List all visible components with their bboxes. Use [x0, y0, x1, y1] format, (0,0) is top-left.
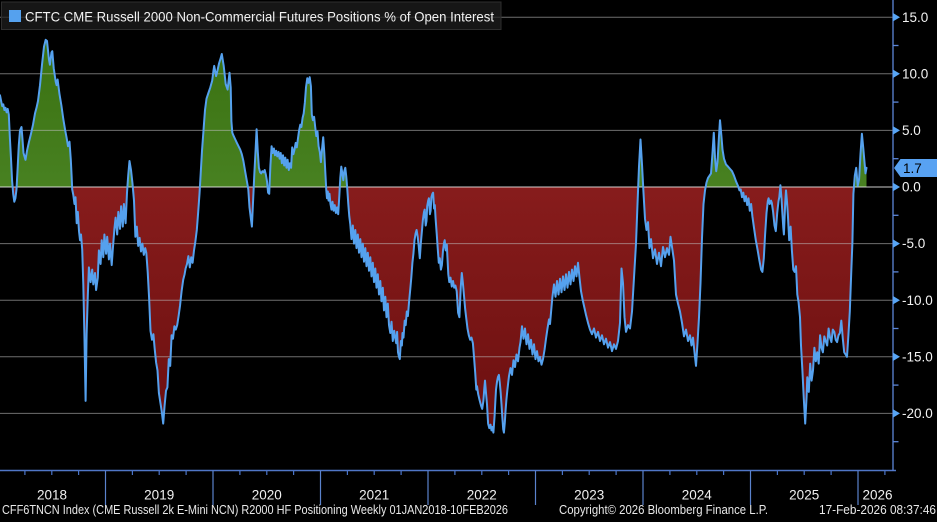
svg-text:CFTC CME Russell 2000 Non-Comm: CFTC CME Russell 2000 Non-Commercial Fut…: [25, 9, 494, 25]
svg-text:Copyright© 2026 Bloomberg Fina: Copyright© 2026 Bloomberg Finance L.P.: [559, 503, 768, 517]
svg-text:1.7: 1.7: [903, 161, 922, 176]
svg-text:2020: 2020: [252, 488, 282, 503]
svg-text:2021: 2021: [359, 488, 389, 503]
svg-text:2022: 2022: [467, 488, 497, 503]
svg-text:15.0: 15.0: [902, 10, 928, 25]
svg-text:CFF6TNCN Index (CME Russell 2k: CFF6TNCN Index (CME Russell 2k E-Mini NC…: [2, 503, 508, 517]
svg-text:-10.0: -10.0: [902, 293, 933, 308]
svg-text:2025: 2025: [789, 488, 819, 503]
svg-text:0.0: 0.0: [902, 180, 921, 195]
svg-text:17-Feb-2026 08:37:46: 17-Feb-2026 08:37:46: [819, 503, 936, 517]
svg-text:-5.0: -5.0: [902, 236, 925, 251]
svg-text:-20.0: -20.0: [902, 406, 933, 421]
svg-text:2026: 2026: [862, 488, 892, 503]
svg-text:2019: 2019: [144, 488, 174, 503]
svg-text:10.0: 10.0: [902, 66, 928, 81]
svg-text:-15.0: -15.0: [902, 349, 933, 364]
svg-text:5.0: 5.0: [902, 123, 921, 138]
svg-text:2018: 2018: [37, 488, 67, 503]
svg-text:2024: 2024: [682, 488, 713, 503]
svg-text:2023: 2023: [574, 488, 604, 503]
